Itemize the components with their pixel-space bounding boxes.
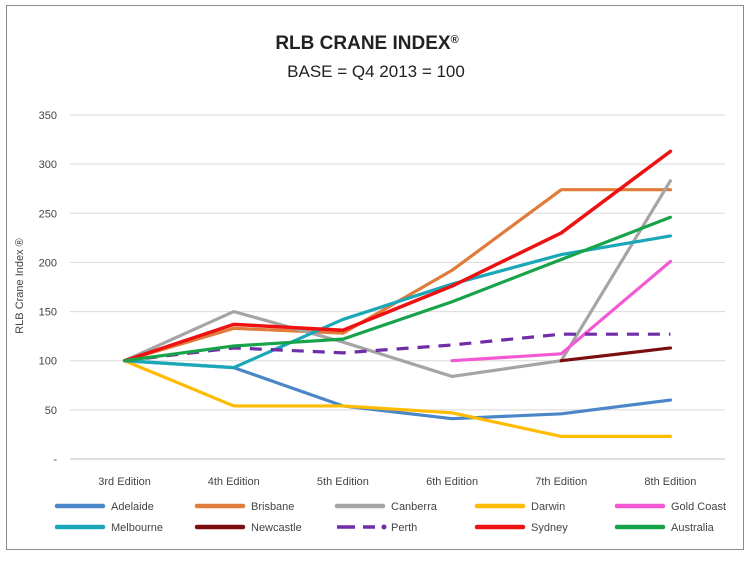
legend-label: Darwin — [531, 501, 565, 513]
crane-index-chart: RLB CRANE INDEX® BASE = Q4 2013 = 100 RL… — [14, 33, 726, 534]
legend-label: Gold Coast — [671, 501, 726, 513]
series-line-canberra — [122, 179, 673, 379]
chart-subtitle: BASE = Q4 2013 = 100 — [287, 62, 465, 81]
legend-item-adelaide: Adelaide — [54, 501, 154, 513]
y-tick-label: 50 — [45, 405, 57, 417]
legend-item-newcastle: Newcastle — [194, 522, 302, 534]
series-line-newcastle — [559, 346, 673, 363]
legend-item-melbourne: Melbourne — [54, 522, 163, 534]
x-tick-label: 5th Edition — [317, 476, 369, 488]
x-tick-label: 3rd Edition — [98, 476, 151, 488]
legend-label: Adelaide — [111, 501, 154, 513]
y-axis-label: RLB Crane Index ® — [14, 238, 26, 334]
legend-label: Brisbane — [251, 501, 294, 513]
y-tick-label: 200 — [39, 257, 57, 269]
y-tick-label: 150 — [39, 307, 57, 319]
legend-label: Newcastle — [251, 522, 302, 534]
y-ticks: - 50 100 150 200 250 300 350 — [39, 110, 58, 466]
chart-title: RLB CRANE INDEX® — [275, 33, 458, 54]
legend-item-canberra: Canberra — [334, 501, 438, 513]
x-ticks: 3rd Edition 4th Edition 5th Edition 6th Edi… — [98, 476, 696, 488]
y-tick-label: 300 — [39, 159, 57, 171]
y-tick-label: - — [53, 454, 57, 466]
series-line-gold-coast — [450, 259, 673, 363]
registered-mark: ® — [451, 34, 459, 46]
chart-frame: RLB CRANE INDEX® BASE = Q4 2013 = 100 RL… — [6, 5, 744, 550]
x-tick-label: 7th Edition — [535, 476, 587, 488]
y-tick-label: 100 — [39, 356, 57, 368]
series-line-darwin — [122, 359, 673, 438]
legend-label: Canberra — [391, 501, 438, 513]
legend-label: Sydney — [531, 522, 568, 534]
legend-item-perth: Perth — [337, 522, 417, 534]
legend-swatch — [381, 524, 387, 530]
legend-item-sydney: Sydney — [474, 522, 568, 534]
series-line-perth — [124, 332, 671, 363]
legend-item-australia: Australia — [614, 522, 715, 534]
x-tick-label: 8th Edition — [644, 476, 696, 488]
legend-item-gold-coast: Gold Coast — [614, 501, 726, 513]
legend-label: Melbourne — [111, 522, 163, 534]
series-line-australia — [122, 215, 673, 363]
legend-item-darwin: Darwin — [474, 501, 565, 513]
legend-item-brisbane: Brisbane — [194, 501, 294, 513]
series-lines — [122, 149, 673, 438]
x-tick-label: 6th Edition — [426, 476, 478, 488]
y-tick-label: 350 — [39, 110, 57, 122]
x-tick-label: 4th Edition — [208, 476, 260, 488]
legend-label: Perth — [391, 522, 417, 534]
legend-label: Australia — [671, 522, 715, 534]
y-tick-label: 250 — [39, 208, 57, 220]
legend: Adelaide Brisbane Canberra Darwin Gold Coast… — [54, 501, 726, 534]
grid — [70, 114, 725, 460]
series-line-sydney — [122, 149, 673, 363]
